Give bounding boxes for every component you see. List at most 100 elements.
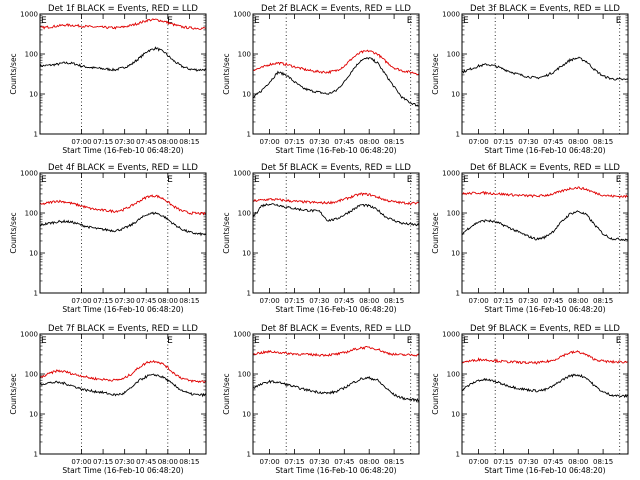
- x-tick-label: 07:15: [93, 138, 113, 146]
- y-tick-label: 100: [238, 210, 251, 218]
- y-axis-label: Counts/sec: [9, 212, 18, 253]
- y-tick-label: 10: [451, 91, 460, 99]
- x-tick-label: 07:15: [493, 138, 513, 146]
- events-line: [40, 211, 206, 237]
- x-tick-label: 07:00: [260, 297, 280, 305]
- x-tick-label: 08:15: [179, 297, 199, 305]
- x-axis-label: Start Time (16-Feb-10 06:48:20): [484, 305, 605, 314]
- panel-7: Det 7f BLACK = Events, RED = LLD 1 10 100 10…: [9, 324, 207, 475]
- x-axis-label: Start Time (16-Feb-10 06:48:20): [62, 146, 183, 155]
- y-tick-label: 1000: [233, 331, 251, 339]
- y-axis-label: Counts/sec: [222, 373, 231, 414]
- x-tick-label: 07:00: [260, 458, 280, 466]
- y-axis-label: Counts/sec: [431, 212, 440, 253]
- y-tick-label: 1: [456, 451, 460, 459]
- lld-line: [462, 186, 628, 199]
- y-tick-label: 1: [34, 290, 38, 298]
- x-axis-label: Start Time (16-Feb-10 06:48:20): [484, 146, 605, 155]
- panel-title: Det 4f BLACK = Events, RED = LLD: [48, 163, 198, 173]
- y-axis-label: Counts/sec: [431, 373, 440, 414]
- events-line: [253, 203, 419, 227]
- panel-title: Det 1f BLACK = Events, RED = LLD: [48, 4, 198, 14]
- x-tick-label: 08:15: [384, 297, 404, 305]
- x-tick-label: 07:30: [309, 297, 329, 305]
- plot-frame: [252, 172, 420, 294]
- y-tick-label: 1: [247, 131, 251, 139]
- x-tick-label: 08:15: [179, 458, 199, 466]
- x-tick-label: 08:00: [568, 297, 588, 305]
- x-tick-label: 07:00: [71, 458, 91, 466]
- event-marker: E: [407, 336, 413, 346]
- event-marker: E: [616, 175, 622, 185]
- lld-line: [253, 192, 419, 206]
- x-axis-label: Start Time (16-Feb-10 06:48:20): [275, 146, 396, 155]
- y-axis-label: Counts/sec: [222, 53, 231, 94]
- x-tick-label: 07:00: [71, 297, 91, 305]
- x-tick-label: 07:45: [334, 138, 354, 146]
- y-tick-label: 1: [456, 290, 460, 298]
- x-tick-label: 08:00: [359, 297, 379, 305]
- y-axis-label: Counts/sec: [9, 373, 18, 414]
- panel-9: Det 9f BLACK = Events, RED = LLD 1 10 100 10…: [431, 324, 629, 475]
- y-tick-label: 1000: [442, 331, 460, 339]
- lld-line: [40, 18, 206, 30]
- y-tick-label: 10: [242, 91, 251, 99]
- event-marker: E: [41, 336, 47, 346]
- x-tick-label: 08:00: [158, 138, 178, 146]
- y-tick-label: 100: [25, 210, 38, 218]
- events-line: [462, 56, 628, 81]
- panel-title: Det 2f BLACK = Events, RED = LLD: [261, 4, 411, 14]
- plot-frame: [461, 13, 629, 135]
- x-axis-label: Start Time (16-Feb-10 06:48:20): [62, 466, 183, 475]
- x-tick-label: 08:00: [568, 458, 588, 466]
- x-tick-label: 07:45: [136, 138, 156, 146]
- y-tick-label: 1000: [20, 170, 38, 178]
- x-tick-label: 08:15: [593, 297, 613, 305]
- y-tick-label: 1000: [20, 331, 38, 339]
- y-tick-label: 10: [242, 411, 251, 419]
- panel-5: Det 5f BLACK = Events, RED = LLD 1 10 100 10…: [222, 163, 420, 314]
- x-tick-label: 07:30: [309, 458, 329, 466]
- x-tick-label: 08:00: [158, 297, 178, 305]
- y-tick-label: 1000: [20, 11, 38, 19]
- x-tick-label: 08:15: [384, 138, 404, 146]
- y-tick-label: 1000: [442, 170, 460, 178]
- x-tick-label: 07:15: [93, 297, 113, 305]
- x-tick-label: 07:15: [284, 458, 304, 466]
- x-tick-label: 07:30: [518, 297, 538, 305]
- y-tick-label: 10: [29, 91, 38, 99]
- x-tick-label: 08:15: [384, 458, 404, 466]
- plot-frame: [252, 13, 420, 135]
- event-marker: E: [254, 336, 260, 346]
- x-tick-label: 07:30: [309, 138, 329, 146]
- events-line: [462, 210, 628, 242]
- event-marker: E: [616, 16, 622, 26]
- x-tick-label: 07:00: [469, 138, 489, 146]
- panel-title: Det 8f BLACK = Events, RED = LLD: [261, 324, 411, 334]
- x-axis-label: Start Time (16-Feb-10 06:48:20): [62, 305, 183, 314]
- plot-frame: [252, 333, 420, 455]
- event-marker: E: [254, 175, 260, 185]
- event-marker: E: [407, 16, 413, 26]
- event-marker: E: [254, 16, 260, 26]
- events-line: [40, 373, 206, 398]
- x-tick-label: 07:30: [518, 458, 538, 466]
- y-tick-label: 10: [451, 250, 460, 258]
- x-axis-label: Start Time (16-Feb-10 06:48:20): [275, 466, 396, 475]
- x-tick-label: 07:30: [115, 138, 135, 146]
- x-tick-label: 07:15: [93, 458, 113, 466]
- y-tick-label: 100: [447, 210, 460, 218]
- y-tick-label: 1: [247, 290, 251, 298]
- y-tick-label: 100: [447, 51, 460, 59]
- event-marker: E: [41, 16, 47, 26]
- lld-line: [40, 194, 206, 216]
- x-tick-label: 07:45: [136, 458, 156, 466]
- panel-8: Det 8f BLACK = Events, RED = LLD 1 10 100 10…: [222, 324, 420, 475]
- plot-frame: [461, 333, 629, 455]
- y-tick-label: 100: [25, 371, 38, 379]
- y-tick-label: 1: [247, 451, 251, 459]
- panel-3: Det 3f BLACK = Events, RED = LLD 1 10 100 10…: [431, 4, 629, 155]
- x-tick-label: 08:00: [158, 458, 178, 466]
- panel-title: Det 5f BLACK = Events, RED = LLD: [261, 163, 411, 173]
